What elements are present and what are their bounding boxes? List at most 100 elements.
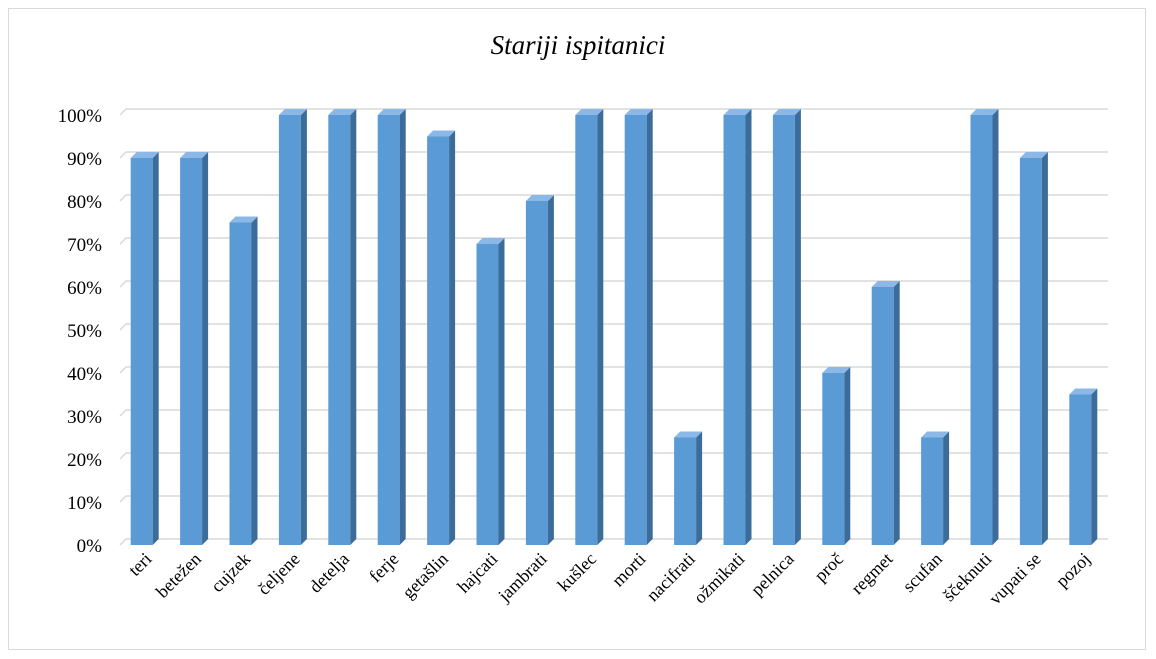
bar-side <box>943 431 950 545</box>
bar-top <box>377 109 406 115</box>
bar-top <box>476 238 505 244</box>
x-category-label: ferje <box>365 549 402 586</box>
bar-side <box>597 109 604 545</box>
bar-top <box>723 109 752 115</box>
bar-top <box>871 281 900 287</box>
y-tick-label: 80% <box>67 192 102 213</box>
y-tick-label: 100% <box>58 106 103 127</box>
x-category-label: pelnica <box>747 549 798 600</box>
bar-morti <box>624 109 653 545</box>
x-category-label: morti <box>608 549 650 591</box>
bar-top <box>525 195 554 201</box>
x-category-label: nacifrati <box>642 549 699 606</box>
x-category-label: teri <box>124 549 155 580</box>
x-category-label: jambrati <box>493 549 550 606</box>
gridline <box>119 366 1108 374</box>
bar-top <box>229 216 258 223</box>
y-tick-label: 20% <box>67 450 102 471</box>
bar-side <box>300 109 307 545</box>
y-tick-label: 60% <box>67 278 102 299</box>
bar-ščeknuti <box>970 109 999 545</box>
bar-side <box>794 109 801 545</box>
bar-scufan <box>921 431 950 545</box>
bar-side <box>992 109 999 545</box>
x-category-label: cujzek <box>207 549 254 596</box>
bar-side <box>745 109 752 545</box>
bar-front <box>328 115 351 545</box>
bar-side <box>399 109 406 545</box>
bar-nacifrati <box>674 431 703 545</box>
x-category-label: proč <box>810 549 847 586</box>
bar-side <box>202 152 209 545</box>
bar-top <box>328 109 357 115</box>
bar-hajcati <box>476 238 505 545</box>
y-tick-label: 90% <box>67 149 102 170</box>
bar-front <box>180 158 203 545</box>
y-tick-label: 0% <box>77 536 103 557</box>
bar-pozoj <box>1069 388 1098 545</box>
bar-top <box>921 431 950 438</box>
bar-top <box>624 109 653 115</box>
bar-cujzek <box>229 216 258 545</box>
bar-front <box>278 115 301 545</box>
bar-jambrati <box>525 195 554 545</box>
bar-side <box>251 216 258 545</box>
bar-ferje <box>377 109 406 545</box>
bar-front <box>723 115 746 545</box>
y-tick-label: 30% <box>67 407 102 428</box>
bar-top <box>1019 152 1048 158</box>
bar-side <box>449 130 456 545</box>
bar-top <box>180 152 209 158</box>
bar-front <box>674 437 697 545</box>
x-category-label: hajcati <box>453 549 501 597</box>
bar-side <box>152 152 159 545</box>
bar-kušlec <box>575 109 604 545</box>
x-category-label: čeljene <box>254 549 304 599</box>
bar-vupati-se <box>1019 152 1048 545</box>
gridline <box>119 452 1108 460</box>
x-category-label: ožmikati <box>690 549 749 608</box>
bar-side <box>1091 388 1098 545</box>
gridline <box>119 280 1108 288</box>
y-tick-label: 70% <box>67 235 102 256</box>
bar-front <box>229 222 252 545</box>
gridline <box>119 108 1108 116</box>
gridline <box>119 538 1108 546</box>
bar-front <box>476 244 499 545</box>
bar-side <box>844 367 851 545</box>
bar-top <box>674 431 703 438</box>
x-category-label: regmet <box>847 549 896 598</box>
x-category-label: pozoj <box>1052 549 1094 591</box>
bar-side <box>350 109 357 545</box>
bar-front <box>772 115 795 545</box>
bar-side <box>646 109 653 545</box>
bar-front <box>575 115 598 545</box>
x-category-label: scufan <box>899 549 946 596</box>
bar-top <box>130 152 159 158</box>
bar-pelnica <box>772 109 801 545</box>
bar-top <box>575 109 604 115</box>
x-category-label: vupati se <box>985 549 1045 609</box>
gridline <box>119 194 1108 202</box>
bar-top <box>427 130 456 137</box>
bar-front <box>525 201 548 545</box>
x-category-label: detelja <box>305 549 353 597</box>
bar-top <box>822 367 851 373</box>
bar-side <box>696 431 703 545</box>
gridline <box>119 237 1108 245</box>
bar-front <box>130 158 153 545</box>
bar-ožmikati <box>723 109 752 545</box>
gridlines <box>119 108 1108 546</box>
bar-detelja <box>328 109 357 545</box>
gridline <box>119 151 1108 159</box>
bar-regmet <box>871 281 900 545</box>
bar-čeljene <box>278 109 307 545</box>
y-tick-label: 50% <box>67 321 102 342</box>
bar-front <box>822 373 845 545</box>
gridline <box>119 495 1108 503</box>
bar-front <box>921 437 944 545</box>
bars <box>130 109 1098 545</box>
bar-top <box>772 109 801 115</box>
